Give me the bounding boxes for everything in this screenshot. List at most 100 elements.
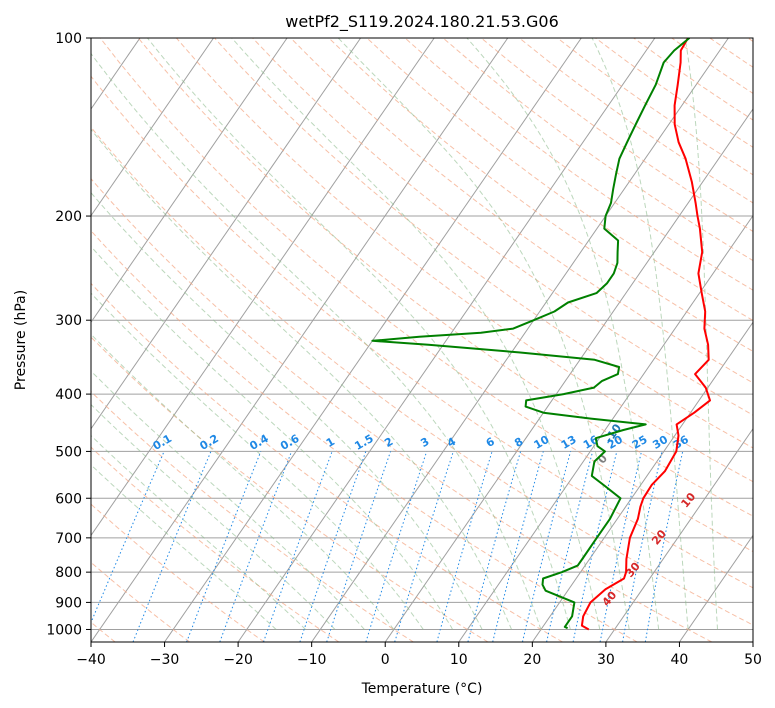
isotherm-line (531, 321, 753, 642)
x-tick-label: 10 (450, 652, 468, 668)
isotherm-line (91, 38, 509, 642)
y-tick-label: 300 (55, 313, 82, 329)
isotherm-line (91, 38, 435, 537)
mixing-ratio-line (186, 451, 262, 642)
y-tick-label: 200 (55, 209, 82, 225)
mixing-ratio-label: 2 (382, 435, 395, 450)
y-tick-label: 700 (55, 531, 82, 547)
moist-adiabat-line (684, 38, 718, 630)
dry-adiabat-line (91, 561, 191, 642)
dry-adiabat-line (595, 38, 753, 148)
isotherm-line (0, 38, 66, 642)
dry-adiabat-line (366, 38, 753, 322)
dry-adiabat-line (137, 38, 753, 517)
mixing-ratio-line (546, 451, 594, 642)
x-tick-label: −30 (150, 652, 180, 668)
mixing-ratio-line (522, 451, 572, 642)
mixing-ratio-label: 13 (559, 433, 579, 452)
dry-adiabat-line (442, 38, 753, 262)
isotherm-line (384, 108, 753, 642)
dry-adiabat-line (214, 38, 753, 449)
y-tick-label: 400 (55, 387, 82, 403)
x-tick-label: −10 (297, 652, 327, 668)
dry-adiabat-line (91, 178, 713, 642)
isotherm-line (237, 38, 656, 642)
temperature-line (580, 38, 711, 631)
y-tick-label: 100 (55, 31, 82, 47)
isotherm-line (752, 641, 753, 642)
dry-adiabat-line (91, 126, 753, 626)
y-axis-label: Pressure (hPa) (13, 290, 29, 390)
x-tick-label: −40 (76, 652, 106, 668)
adiabat-lines (91, 38, 753, 642)
mixing-ratio-line (132, 451, 212, 642)
moist-adiabat-line (147, 38, 571, 630)
moist-adiabat-line (91, 403, 336, 630)
mixing-ratio-line (91, 451, 165, 624)
dry-adiabat-line (91, 230, 638, 642)
mixing-ratio-label: 4 (445, 435, 458, 450)
moist-adiabat-line (91, 292, 424, 630)
dry-adiabat-line (328, 38, 753, 352)
moist-adiabat-line (91, 191, 483, 630)
moist-adiabat-line (337, 38, 630, 630)
isotherm-line (679, 534, 753, 642)
dry-adiabat-line (91, 336, 489, 642)
y-tick-label: 800 (55, 565, 82, 581)
mixing-ratio-label: 30 (650, 433, 670, 452)
dry-adiabat-label: -90 (19, 4, 41, 28)
plot-frame (90, 37, 754, 643)
y-tick-label: 500 (55, 444, 82, 460)
isotherm-line (91, 38, 214, 217)
isotherm-line (91, 38, 362, 430)
x-tick-label: 30 (597, 652, 615, 668)
y-tick-label: 1000 (46, 622, 82, 638)
mixing-ratio-line (644, 451, 684, 642)
axis-ticks: −40 −30 −20 −10 0 10 20 30 40 50 100 200 300 400 500 60… (46, 31, 762, 668)
contour-labels: 0.10.20.40.611.52346810131620253036-100-… (19, 4, 699, 608)
mixing-ratio-label: 1.5 (352, 432, 375, 453)
y-tick-label: 600 (55, 491, 82, 507)
dry-adiabat-label: 10 (679, 490, 699, 510)
mixing-ratio-label: 0.6 (278, 432, 302, 453)
mixing-ratio-line (326, 451, 392, 642)
mixing-ratio-label: 3 (418, 435, 431, 450)
y-tick-label: 900 (55, 595, 82, 611)
x-tick-label: 20 (523, 652, 541, 668)
x-tick-label: 40 (671, 652, 689, 668)
mixing-ratio-line (436, 451, 493, 642)
mixing-ratio-label: 25 (630, 433, 650, 452)
moist-adiabat-line (91, 245, 454, 630)
moist-adiabat-line (91, 333, 395, 630)
mixing-ratio-line (394, 451, 454, 642)
dry-adiabat-line (176, 38, 753, 483)
mixing-ratio-label: 0.4 (247, 432, 271, 453)
dry-adiabat-line (91, 446, 340, 642)
dry-adiabat-line (91, 282, 563, 642)
isotherm-line (605, 427, 753, 642)
mixing-ratio-label: 1 (324, 435, 337, 450)
mixing-ratio-lines (91, 451, 684, 642)
dry-adiabat-label: 20 (649, 527, 669, 547)
dry-adiabat-line (91, 390, 414, 642)
dry-adiabat-line (633, 38, 753, 121)
moist-adiabat-line (91, 370, 365, 630)
x-axis-label: Temperature (°C) (361, 681, 483, 697)
moist-adiabat-line (231, 38, 601, 630)
dry-adiabat-line (518, 38, 753, 204)
mixing-ratio-label: 36 (671, 433, 691, 452)
dry-adiabat-line (290, 38, 753, 384)
dry-adiabat-line (99, 38, 753, 553)
mixing-ratio-label: 0.2 (197, 432, 220, 453)
moist-adiabat-line (466, 38, 660, 630)
x-tick-label: 0 (381, 652, 390, 668)
mixing-ratio-line (219, 451, 293, 642)
mixing-ratio-label: 10 (532, 433, 552, 452)
moist-adiabat-line (91, 52, 542, 630)
dry-adiabat-line (404, 38, 753, 291)
mixing-ratio-line (492, 451, 544, 642)
moist-adiabat-line (91, 128, 513, 630)
mixing-ratio-line (365, 451, 428, 642)
mixing-ratio-line (599, 451, 642, 642)
